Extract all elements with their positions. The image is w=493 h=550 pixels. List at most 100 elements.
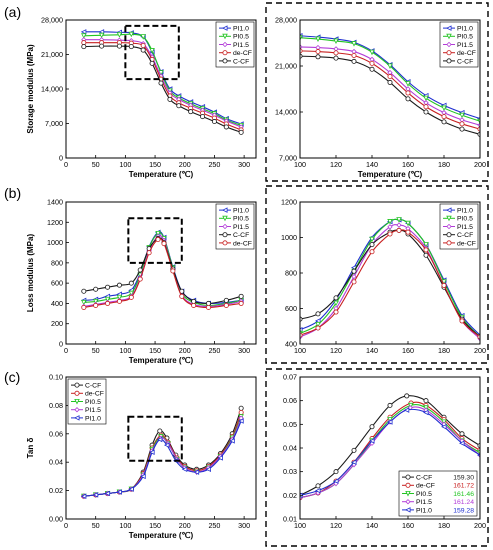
data-point-C-CF-9 xyxy=(459,431,465,437)
y-tick-label: 0 xyxy=(59,154,63,163)
legend-label: de-CF xyxy=(457,240,476,247)
y-tick-label: 0.07 xyxy=(283,373,297,382)
y-tick-label: 14,000 xyxy=(275,108,297,117)
data-point-C-CF-15 xyxy=(238,405,244,411)
x-tick-label: 150 xyxy=(149,521,161,530)
x-tick-label: 120 xyxy=(330,346,342,355)
y-tick-label: 200 xyxy=(51,319,63,328)
data-point-de-CF-6 xyxy=(405,90,411,96)
chart-c-zoom: 100 120 140 160 180 200 0.01 0.02 0.03 0.04 0.05 0.… xyxy=(283,373,486,531)
data-point-PI1.0-8 xyxy=(441,423,447,430)
x-tick-label: 100 xyxy=(294,521,306,530)
data-point-PI1.0-10 xyxy=(477,453,480,457)
y-tick-label: 0.10 xyxy=(49,373,63,382)
chart-b-main: 0 50 100 150 200 250 300 0 200 400 600 800 1000 1200 1… xyxy=(26,198,257,365)
y-tick-label: 21,000 xyxy=(41,50,63,59)
data-point-PI1.0-7 xyxy=(423,409,429,416)
legend-peak-value: 161.24 xyxy=(453,499,474,506)
data-point-de-CF-5 xyxy=(387,231,393,237)
y-tick-label: 400 xyxy=(51,299,63,308)
data-point-PI0.5-4 xyxy=(369,49,375,56)
chart-a-zoom: 100 120 140 160 180 200 7,000 14,000 21,000 28,00… xyxy=(275,16,486,180)
data-point-de-CF-9 xyxy=(170,268,176,274)
x-tick-label: 140 xyxy=(366,346,378,355)
x-tick-label: 50 xyxy=(92,160,100,169)
legend-label: C-CF xyxy=(457,58,473,65)
inset-frame-b xyxy=(265,185,489,364)
legend-swatch-marker xyxy=(222,33,228,40)
legend-swatch-marker xyxy=(74,407,80,413)
data-point-C-CF-1 xyxy=(99,43,105,49)
data-point-PI1.0-8 xyxy=(163,442,170,448)
legend-swatch-marker xyxy=(222,215,228,222)
data-point-de-CF-3 xyxy=(351,279,357,285)
data-point-de-CF-0 xyxy=(300,332,303,338)
data-point-C-CF-2 xyxy=(116,43,122,49)
x-tick-label: 100 xyxy=(119,346,131,355)
data-point-PI0.5-3 xyxy=(128,31,135,38)
data-point-PI0.5-7 xyxy=(405,220,411,227)
data-point-PI1.5-3 xyxy=(351,273,357,280)
data-point-PI0.5-2 xyxy=(116,32,123,38)
data-point-PI1.0-12 xyxy=(205,466,212,473)
x-axis-label: Temperature (℃) xyxy=(358,170,423,179)
legend-label: PI1.0 xyxy=(457,208,473,215)
x-tick-label: 300 xyxy=(238,521,250,530)
y-tick-label: 7,000 xyxy=(279,154,297,163)
plot-frame xyxy=(65,201,257,345)
legend-label: PI1.5 xyxy=(457,42,473,49)
legend-swatch-marker xyxy=(446,50,452,56)
data-point-PI1.0-3 xyxy=(116,489,122,495)
panel-label-a: (a) xyxy=(4,4,21,20)
data-point-de-CF-7 xyxy=(423,104,429,110)
data-point-PI0.5-6 xyxy=(396,217,402,223)
data-point-PI0.5-10 xyxy=(477,118,480,125)
data-point-PI0.5-2 xyxy=(104,296,111,303)
data-point-PI0.5-5 xyxy=(387,63,393,69)
x-axis-label: Temperature (℃) xyxy=(129,531,194,540)
x-tick-label: 200 xyxy=(474,346,486,355)
x-tick-label: 120 xyxy=(330,521,342,530)
legend-swatch-marker xyxy=(446,240,452,246)
legend-peak-value: 161.46 xyxy=(453,491,474,498)
plot-frame xyxy=(65,376,257,520)
data-point-de-CF-4 xyxy=(140,43,146,49)
data-point-PI1.0-6 xyxy=(149,449,155,456)
data-point-de-CF-5 xyxy=(137,276,143,282)
legend-label: C-CF xyxy=(457,232,473,239)
x-tick-label: 250 xyxy=(208,521,220,530)
zoom-region-box xyxy=(127,217,183,264)
legend-swatch-marker xyxy=(222,58,228,64)
legend-label: PI1.0 xyxy=(233,208,249,215)
data-point-PI1.0-9 xyxy=(459,440,465,447)
data-point-PI0.5-1 xyxy=(92,298,99,305)
data-point-de-CF-6 xyxy=(146,250,152,256)
legend-label: PI1.5 xyxy=(416,499,432,506)
y-tick-label: 0.05 xyxy=(283,420,297,429)
data-point-C-CF-2 xyxy=(333,55,339,61)
legend-swatch-marker xyxy=(446,215,452,222)
data-point-PI0.5-2 xyxy=(333,300,339,307)
legend-label: de-CF xyxy=(85,391,104,398)
legend-peak-value: 159.28 xyxy=(453,507,474,514)
y-tick-label: 1000 xyxy=(281,233,297,242)
data-point-de-CF-9 xyxy=(459,121,465,127)
legend-swatch-marker xyxy=(222,50,228,56)
data-point-de-CF-0 xyxy=(81,304,87,310)
legend: C-CF 159.30 de-CF 161.72 PI0.5 161.46 PI1.5 161… xyxy=(398,470,478,517)
data-point-C-CF-7 xyxy=(423,398,429,404)
data-point-de-CF-5 xyxy=(387,74,393,80)
legend-label: de-CF xyxy=(233,50,252,57)
y-axis-label: Storage modulus (MPa) xyxy=(26,44,35,134)
x-tick-label: 0 xyxy=(64,160,68,169)
data-point-C-CF-4 xyxy=(369,424,375,430)
data-point-PI0.5-0 xyxy=(300,35,303,41)
x-axis-label: Temperature (℃) xyxy=(129,170,194,179)
y-tick-label: 21,000 xyxy=(275,62,297,71)
legend-swatch-marker xyxy=(74,382,80,388)
y-tick-label: 0.04 xyxy=(49,458,63,467)
data-point-de-CF-10 xyxy=(179,293,185,299)
legend-label: de-CF xyxy=(416,483,435,490)
